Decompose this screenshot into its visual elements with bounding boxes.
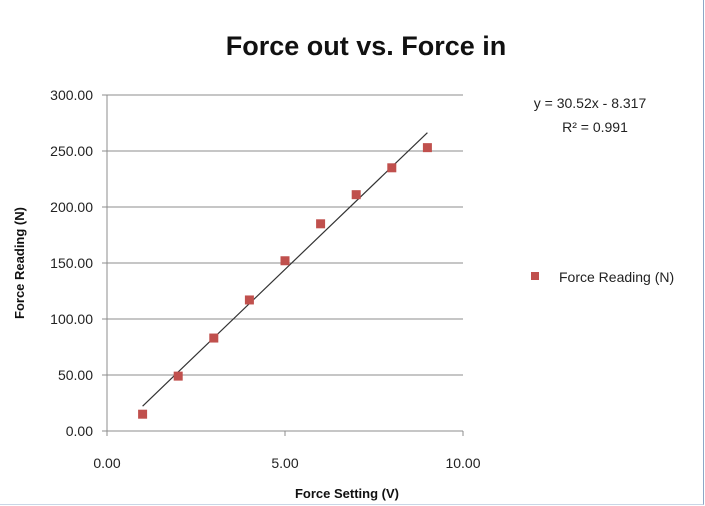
y-tick-label: 300.00: [50, 87, 93, 103]
data-point: [351, 190, 361, 200]
data-point: [244, 295, 254, 305]
gridlines: [107, 94, 463, 376]
legend: Force Reading (N): [531, 269, 674, 285]
legend-label: Force Reading (N): [559, 269, 674, 285]
data-point: [387, 163, 397, 173]
x-tick-label: 5.00: [271, 455, 298, 471]
x-axis-title: Force Setting (V): [295, 486, 399, 501]
data-point: [280, 256, 290, 266]
data-point: [316, 219, 326, 229]
y-tick-label: 250.00: [50, 143, 93, 159]
legend-marker: [531, 272, 539, 280]
y-tick-label: 100.00: [50, 311, 93, 327]
y-tick-label: 50.00: [58, 367, 93, 383]
data-point: [422, 143, 432, 153]
tick-labels: 0.00 50.00 100.00 150.00 200.00 250.00 300.00 0…: [50, 87, 481, 471]
trendline: [142, 132, 428, 407]
x-tick-label: 0.00: [93, 455, 120, 471]
y-tick-label: 200.00: [50, 199, 93, 215]
data-point: [138, 409, 148, 419]
trendline-r-squared: R² = 0.991: [562, 119, 628, 135]
x-tick-label: 10.00: [445, 455, 480, 471]
y-axis-title: Force Reading (N): [12, 207, 27, 319]
data-point: [209, 333, 219, 343]
y-tick-label: 0.00: [66, 423, 93, 439]
trendline-line: [142, 132, 428, 407]
axes: [102, 94, 464, 436]
data-points: [138, 143, 432, 419]
trendline-equation: y = 30.52x - 8.317: [534, 95, 647, 111]
chart-title: Force out vs. Force in: [226, 31, 507, 61]
data-point: [173, 371, 183, 381]
y-tick-label: 150.00: [50, 255, 93, 271]
